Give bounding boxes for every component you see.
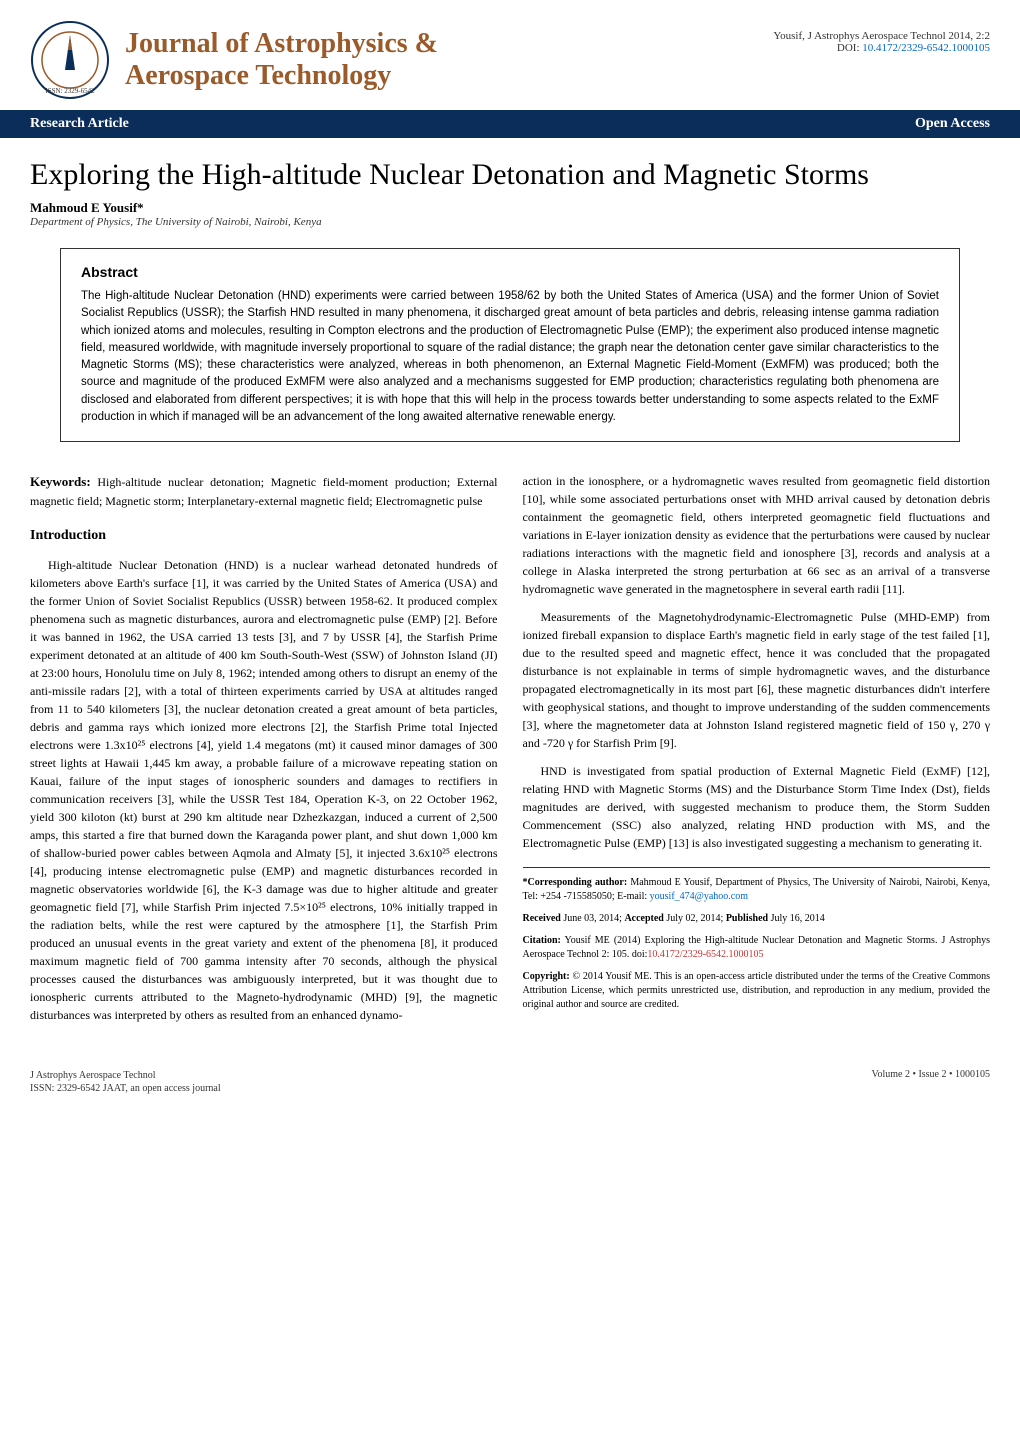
journal-branding: ISSN: 2329-6542 Journal of Astrophysics … [30,20,438,100]
author-block: Mahmoud E Yousif* Department of Physics,… [0,200,1020,233]
citation-entry: Citation: Yousif ME (2014) Exploring the… [523,934,991,962]
journal-name-line2: Aerospace Technology [125,60,438,92]
issn-text: ISSN: 2329-6542 [45,87,95,95]
copyright-label: Copyright: [523,971,570,982]
doi-line: DOI: 10.4172/2329-6542.1000105 [773,42,990,54]
corresponding-box: *Corresponding author: Mahmoud E Yousif,… [523,867,991,1012]
abstract-text: The High-altitude Nuclear Detonation (HN… [81,288,939,426]
abstract-heading: Abstract [81,264,939,280]
citation-label: Citation: [523,935,561,946]
abstract-box: Abstract The High-altitude Nuclear Deton… [60,248,960,442]
article-type: Research Article [30,116,129,132]
right-column: action in the ionosphere, or a hydromagn… [523,472,991,1034]
col2-p2: Measurements of the Magnetohydrodynamic-… [523,608,991,752]
left-column: Keywords: High-altitude nuclear detonati… [30,472,498,1034]
published-label: Published [726,913,768,924]
col2-p3: HND is investigated from spatial product… [523,762,991,852]
received-label: Received [523,913,561,924]
received-date: June 03, 2014; [563,913,622,924]
header-top: ISSN: 2329-6542 Journal of Astrophysics … [0,0,1020,110]
author-name: Mahmoud E Yousif* [30,200,990,216]
footer-right: Volume 2 • Issue 2 • 1000105 [872,1069,990,1095]
citation-info: Yousif, J Astrophys Aerospace Technol 20… [773,20,990,54]
intro-heading: Introduction [30,525,498,546]
corresponding-label: *Corresponding author: [523,877,628,888]
corresponding-email[interactable]: yousif_474@yahoo.com [650,891,748,902]
journal-title-block: Journal of Astrophysics & Aerospace Tech… [125,28,438,92]
citation-short: Yousif, J Astrophys Aerospace Technol 20… [773,30,990,42]
dates-entry: Received June 03, 2014; Accepted July 02… [523,912,991,926]
footer-issn: ISSN: 2329-6542 JAAT, an open access jou… [30,1082,221,1095]
footer-volume: Volume 2 • Issue 2 • 1000105 [872,1069,990,1080]
intro-p1: High-altitude Nuclear Detonation (HND) i… [30,556,498,1024]
published-date: July 16, 2014 [771,913,825,924]
article-type-bar: Research Article Open Access [0,110,1020,138]
copyright-entry: Copyright: © 2014 Yousif ME. This is an … [523,970,991,1012]
keywords-label: Keywords: [30,474,91,489]
author-affiliation: Department of Physics, The University of… [30,216,990,228]
footer-bar: J Astrophys Aerospace Technol ISSN: 2329… [0,1049,1020,1115]
article-title: Exploring the High-altitude Nuclear Deto… [0,138,1020,200]
accepted-label: Accepted [624,913,663,924]
main-content: Keywords: High-altitude nuclear detonati… [0,457,1020,1049]
footer-left: J Astrophys Aerospace Technol ISSN: 2329… [30,1069,221,1095]
citation-doi-link[interactable]: 10.4172/2329-6542.1000105 [647,949,763,960]
doi-link[interactable]: 10.4172/2329-6542.1000105 [862,42,990,54]
footer-journal-name: J Astrophys Aerospace Technol [30,1069,221,1082]
col2-p1: action in the ionosphere, or a hydromagn… [523,472,991,598]
journal-logo-icon: ISSN: 2329-6542 [30,20,110,100]
journal-name-line1: Journal of Astrophysics & [125,28,438,60]
accepted-date: July 02, 2014; [666,913,723,924]
copyright-text: © 2014 Yousif ME. This is an open-access… [523,971,991,1010]
keywords-block: Keywords: High-altitude nuclear detonati… [30,472,498,510]
access-type: Open Access [915,116,990,132]
doi-label: DOI: [837,42,862,54]
keywords-text: High-altitude nuclear detonation; Magnet… [30,475,498,508]
corresponding-entry: *Corresponding author: Mahmoud E Yousif,… [523,876,991,904]
